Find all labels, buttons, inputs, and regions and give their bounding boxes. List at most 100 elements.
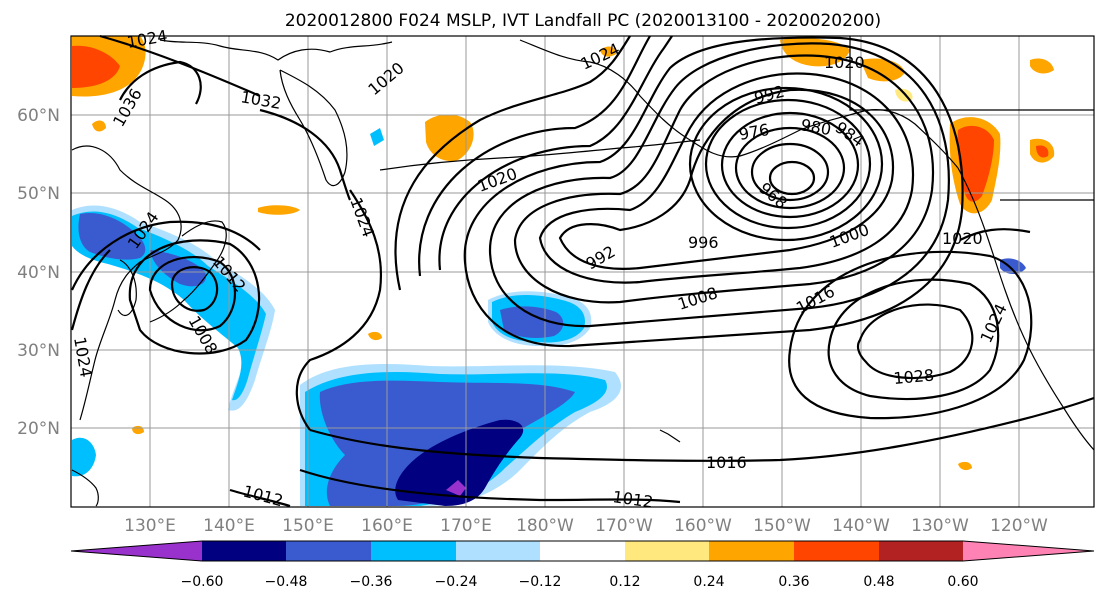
japan-low-1012 [128,239,261,355]
isobar-1020-east [959,228,1031,241]
lon-label: 150°E [282,516,334,536]
na-coast [957,167,1095,451]
isobar-1012-main [438,35,673,271]
isobar-980 [720,111,860,219]
isobar-1036 [119,60,202,105]
japan-low-1008 [148,255,237,332]
pos-small-3 [958,461,972,471]
isobar-label: 996 [688,233,719,252]
isobar-972 [750,142,830,202]
colorbar-segment [625,541,709,561]
isobar-1020-nw [70,220,261,291]
pos-okhotsk [425,114,474,162]
pos-top-right [1030,58,1054,74]
isobar-label: 1020 [942,229,983,248]
colorbar-segment [879,541,963,561]
pos-nw-036 [72,45,120,88]
isobar-label: 1020 [824,53,865,72]
lon-label: 120°W [990,516,1048,536]
colorbar-tick-label: −0.60 [181,574,224,590]
lon-label: 140°E [203,516,255,536]
lon-label: 170°E [440,516,492,536]
aleutians [379,139,701,171]
isobar-992 [558,88,895,270]
map-panel: 1024 1020 1032 1036 1020 1024 992 976 98… [70,26,1095,512]
pos-small-1 [258,205,300,215]
colorbar-tick-label: −0.12 [519,574,562,590]
colorbar-segment [456,541,540,561]
longitude-labels: 130°E 140°E 150°E 160°E 170°E 180°W 170°… [124,516,1048,536]
lat-label: 40°N [17,263,60,283]
philippines [71,469,99,507]
neg-sw-patch [72,437,96,477]
korea-coast [117,259,137,317]
isobar-1004 [488,42,950,328]
colorbar-tick-label: −0.24 [435,574,478,590]
lon-label: 130°E [124,516,176,536]
neg-japan-036b [150,250,207,287]
asia-coast [71,145,182,421]
neg-band-048 [395,419,524,506]
isobar-1012-south [299,468,681,504]
pos-small-2 [368,331,382,341]
isobar-996 [538,72,915,284]
lat-label: 30°N [17,341,60,361]
isobar-988 [688,86,884,242]
pos-bc-036 [957,125,994,202]
pos-bc-east2 [1036,145,1049,158]
isobar-1020 [394,35,631,291]
lon-label: 160°W [674,516,732,536]
colorbar-tick-label: −0.48 [265,574,308,590]
colorbar-tick-label: 0.36 [778,574,809,590]
colorbar-tick-label: 0.60 [947,574,978,590]
colorbar: −0.60 −0.48 −0.36 −0.24 −0.12 0.12 0.24 … [70,540,1095,590]
high-1028 [856,303,974,380]
siberia-coast [159,39,393,61]
map-frame [70,35,1095,508]
isobar-label: 1028 [893,366,935,388]
isobar-1024 [295,189,382,431]
neg-japan-036 [78,212,146,260]
colorbar-ticks: −0.60 −0.48 −0.36 −0.24 −0.12 0.12 0.24 … [181,574,979,590]
colorbar-tick-label: 0.24 [693,574,724,590]
colorbar-segment [202,541,286,561]
lat-label: 50°N [17,184,60,204]
isobar-1028-nw [259,108,351,201]
colorbar-segment [286,541,371,561]
japan-low-1004 [170,266,219,312]
colorbar-segment [963,541,1094,561]
colorbar-segment [71,541,202,561]
isobar-1016-south [309,396,1095,462]
colorbar-segment [794,541,879,561]
high-1024 [827,278,1000,401]
lon-label: 160°E [361,516,413,536]
pos-small-5 [92,120,106,132]
latitude-labels: 60°N 50°N 40°N 30°N 20°N [17,106,60,439]
isobar-976 [734,126,846,210]
isobar-1000 [513,54,935,304]
colorbar-segment [709,541,794,561]
colorbar-tick-label: 0.48 [863,574,894,590]
hawaii [659,429,681,443]
lat-label: 60°N [17,106,60,126]
colorbar-tick-label: 0.12 [609,574,640,590]
alaska-coast [519,39,959,169]
colorbar-tick-label: −0.36 [350,574,393,590]
colorbar-segment [540,541,625,561]
isobar-1016 [418,35,651,277]
isobar-1008 [463,36,964,348]
lon-label: 140°W [832,516,890,536]
pos-small-6 [600,46,616,57]
isobar-984 [704,98,872,230]
colorbar-segment [371,541,456,561]
isobar-1024-west [70,249,111,331]
low-center-968 [768,160,816,196]
colorbar-segments [70,540,1095,562]
lat-label: 20°N [17,419,60,439]
lon-label: 180°W [516,516,574,536]
lon-label: 150°W [753,516,811,536]
neg-kamchatka-patch [370,128,384,146]
colorbar-outline [70,540,1095,562]
isobar-label: 1016 [706,453,747,472]
